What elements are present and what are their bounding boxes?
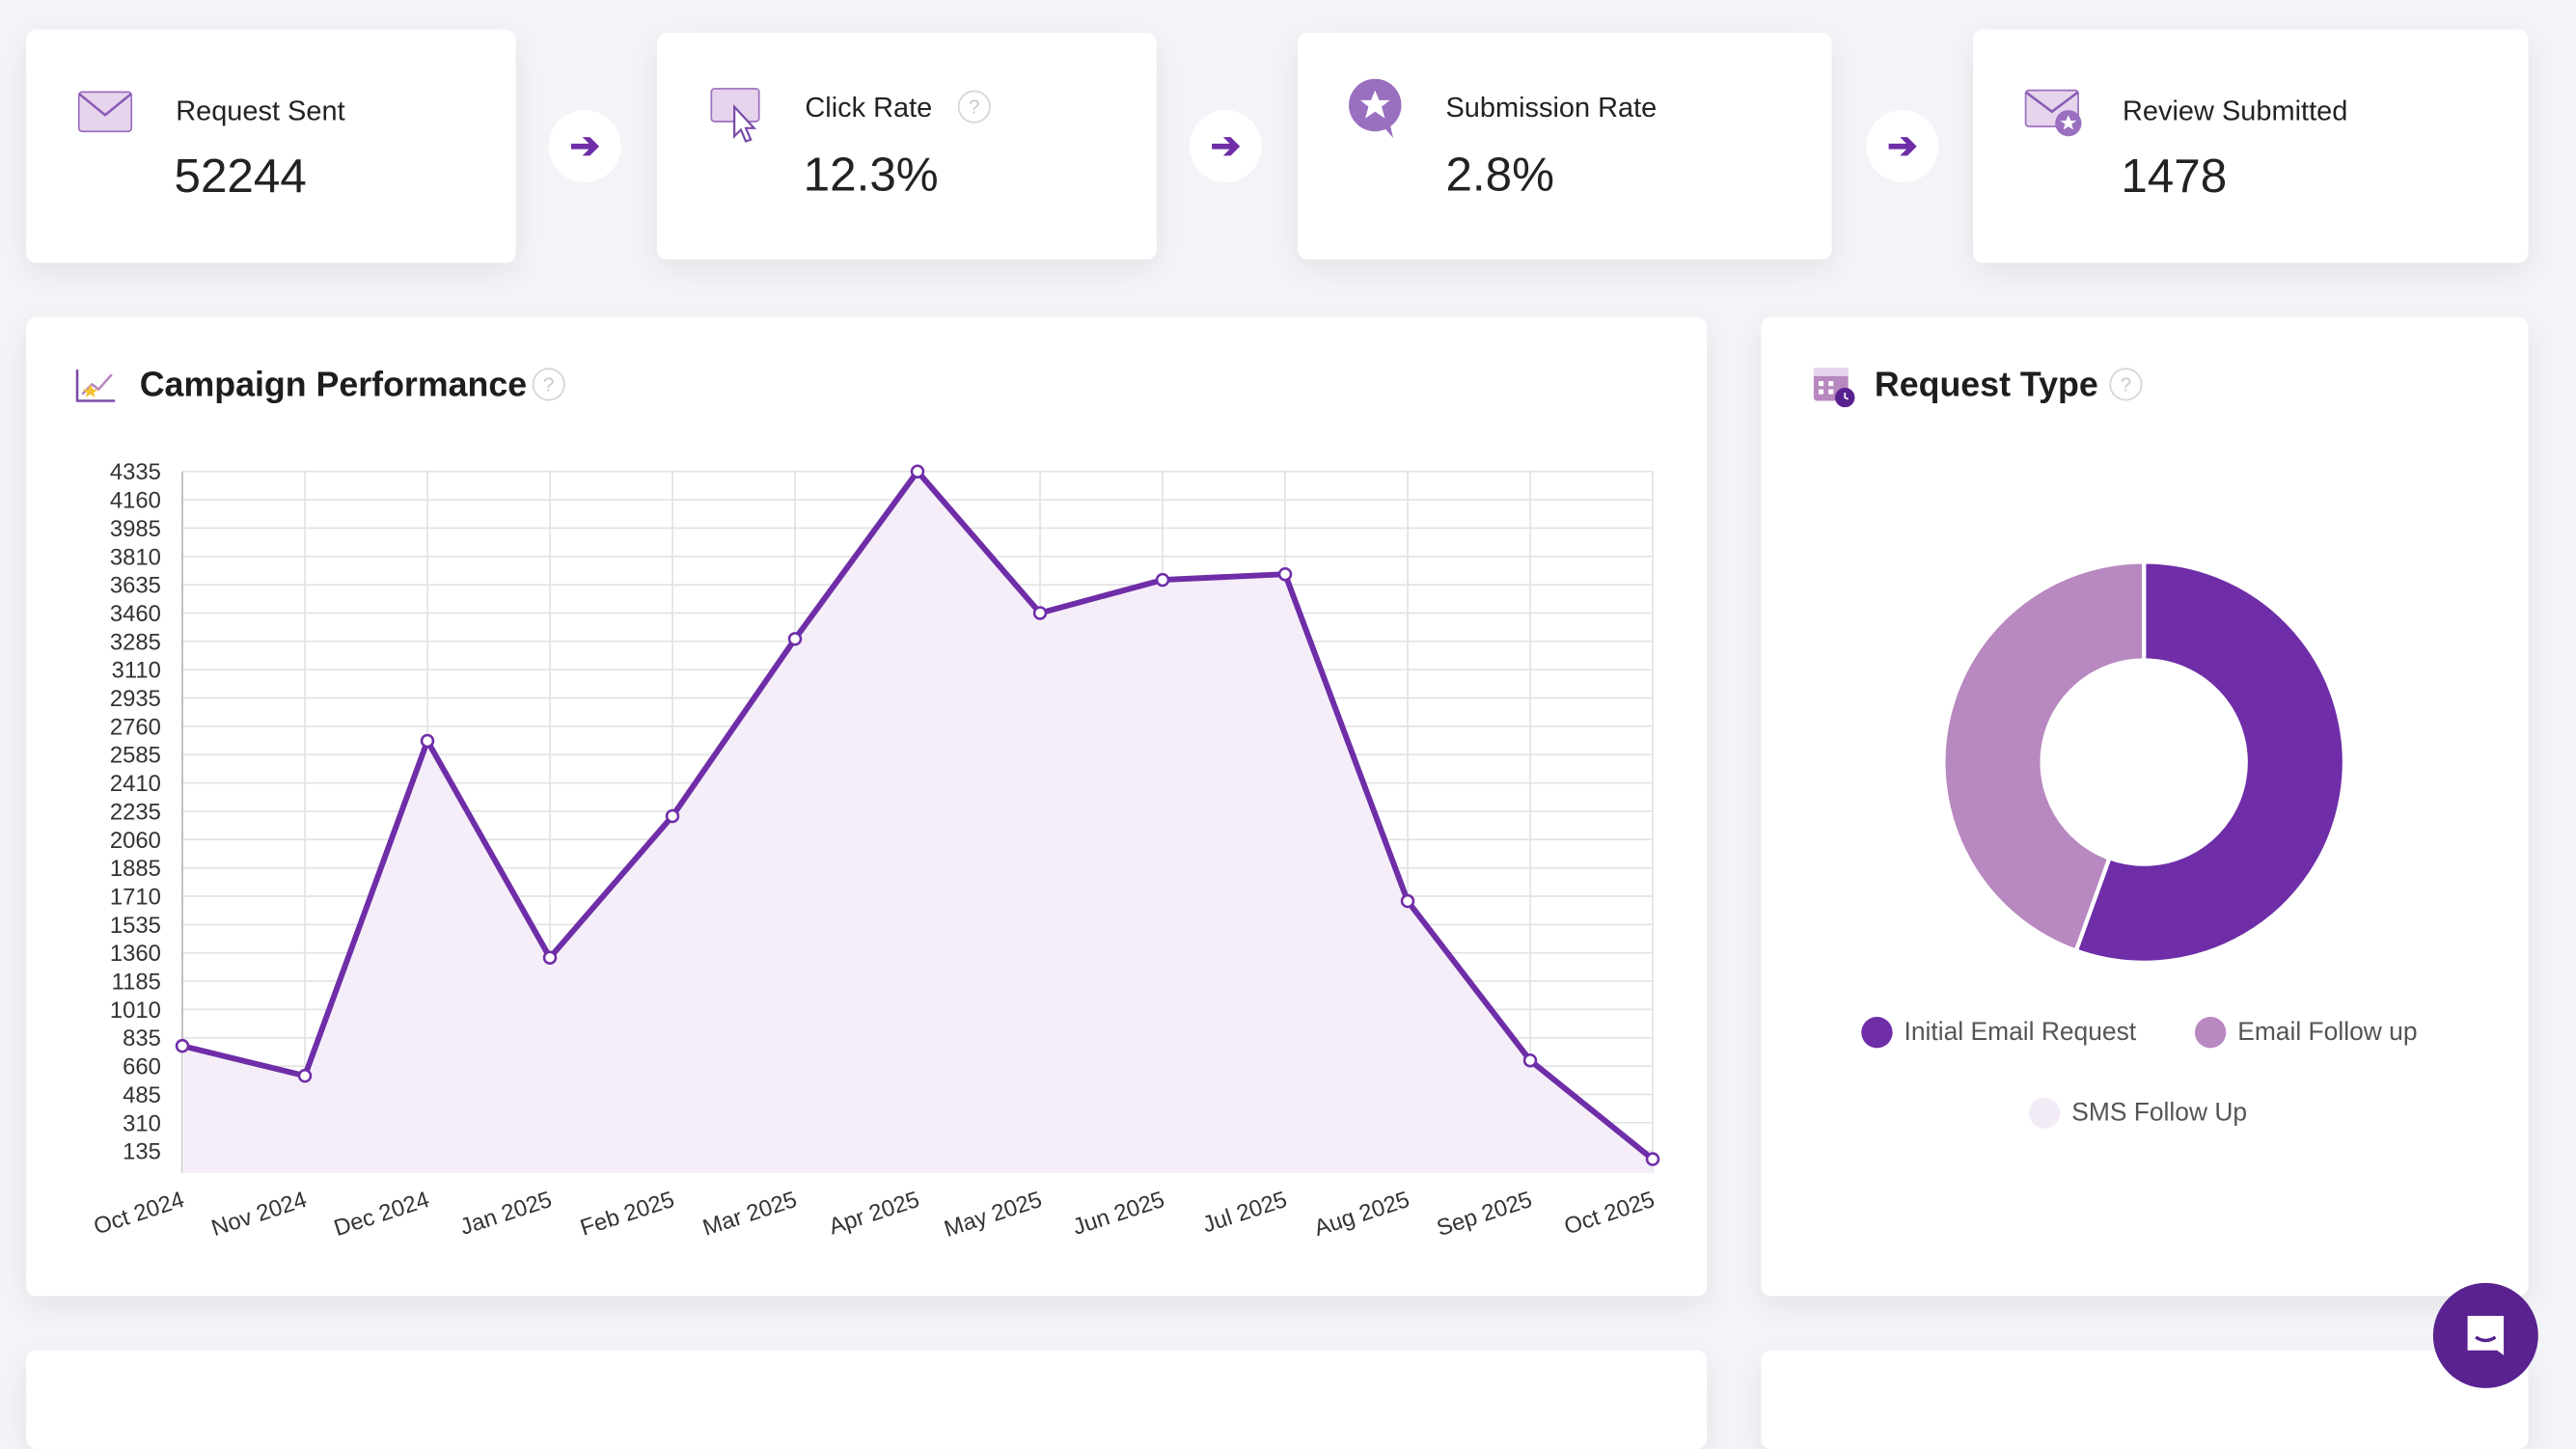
y-tick-label: 3635 bbox=[110, 573, 161, 599]
kpi-label: Click Rate bbox=[805, 92, 933, 123]
y-tick-label: 2060 bbox=[110, 828, 161, 854]
data-point bbox=[175, 1038, 190, 1053]
legend-label: Initial Email Request bbox=[1904, 1017, 2137, 1046]
y-tick-label: 1360 bbox=[110, 941, 161, 967]
y-tick-label: 1185 bbox=[112, 970, 161, 996]
data-point bbox=[1645, 1152, 1660, 1166]
y-tick-label: 1710 bbox=[110, 885, 161, 911]
panel-title: Request Type bbox=[1874, 366, 2098, 404]
x-tick-label: Mar 2025 bbox=[699, 1187, 800, 1242]
y-tick-label: 1535 bbox=[110, 913, 161, 939]
kpi-card-click-rate: Click Rate ? 12.3% bbox=[657, 33, 1157, 260]
help-icon[interactable]: ? bbox=[532, 368, 565, 401]
bottom-panel-right bbox=[1761, 1350, 2529, 1449]
request-type-panel: Request Type ? Initial Email Request Ema… bbox=[1761, 316, 2529, 1297]
y-tick-label: 3285 bbox=[110, 629, 161, 655]
help-icon[interactable]: ? bbox=[957, 90, 991, 123]
data-point bbox=[1277, 566, 1293, 582]
kpi-value: 2.8% bbox=[1445, 149, 1555, 203]
chat-icon bbox=[2467, 1315, 2505, 1355]
arrow-icon: ➔ bbox=[548, 110, 621, 183]
donut-slice bbox=[1941, 560, 2147, 954]
kpi-label: Review Submitted bbox=[2123, 95, 2348, 127]
data-point bbox=[787, 632, 803, 646]
kpi-card-submission-rate: Submission Rate 2.8% bbox=[1298, 33, 1832, 260]
kpi-value: 52244 bbox=[174, 150, 307, 205]
y-tick-label: 3985 bbox=[110, 516, 161, 542]
y-tick-label: 4335 bbox=[110, 459, 161, 485]
data-point bbox=[1400, 893, 1415, 909]
donut-chart bbox=[1941, 560, 2346, 965]
donut-slice bbox=[2073, 560, 2346, 965]
x-tick-label: Jul 2025 bbox=[1199, 1187, 1290, 1239]
y-tick-label: 1885 bbox=[110, 856, 161, 882]
legend-label: SMS Follow Up bbox=[2071, 1098, 2248, 1127]
envelope-icon bbox=[77, 91, 133, 133]
y-tick-label: 835 bbox=[123, 1025, 161, 1052]
x-tick-label: Dec 2024 bbox=[331, 1187, 432, 1242]
y-tick-label: 2760 bbox=[110, 714, 161, 740]
envelope-star-icon bbox=[2024, 89, 2082, 137]
help-icon[interactable]: ? bbox=[2109, 368, 2143, 401]
y-tick-label: 2410 bbox=[110, 771, 161, 797]
y-tick-label: 2235 bbox=[110, 799, 161, 825]
kpi-value: 12.3% bbox=[803, 149, 939, 203]
x-tick-label: Jun 2025 bbox=[1070, 1187, 1168, 1241]
kpi-card-request-sent: Request Sent 52244 bbox=[26, 29, 516, 263]
y-tick-label: 310 bbox=[123, 1110, 161, 1136]
y-tick-label: 485 bbox=[123, 1082, 161, 1108]
legend-item-sms-follow-up[interactable]: SMS Follow Up bbox=[2028, 1097, 2248, 1129]
data-point bbox=[1155, 572, 1170, 588]
legend-item-email-follow-up[interactable]: Email Follow up bbox=[2194, 1017, 2418, 1049]
arrow-icon: ➔ bbox=[1189, 110, 1262, 183]
legend-label: Email Follow up bbox=[2237, 1017, 2418, 1046]
x-tick-label: May 2025 bbox=[941, 1187, 1045, 1243]
y-tick-label: 3110 bbox=[112, 658, 161, 684]
y-tick-label: 660 bbox=[123, 1054, 161, 1080]
panel-title: Campaign Performance bbox=[139, 366, 528, 404]
kpi-label: Submission Rate bbox=[1445, 92, 1658, 123]
calendar-clock-icon bbox=[1813, 368, 1855, 408]
data-point bbox=[665, 808, 680, 824]
legend-swatch bbox=[2028, 1097, 2061, 1129]
kpi-label: Request Sent bbox=[176, 95, 345, 127]
click-cursor-icon bbox=[710, 88, 760, 143]
legend-item-initial-email[interactable]: Initial Email Request bbox=[1861, 1017, 2137, 1049]
x-tick-label: Oct 2025 bbox=[1561, 1187, 1658, 1241]
arrow-icon: ➔ bbox=[1866, 110, 1939, 183]
x-tick-label: Nov 2024 bbox=[208, 1187, 310, 1242]
star-chat-icon bbox=[1348, 78, 1402, 139]
x-tick-label: Oct 2024 bbox=[91, 1187, 187, 1241]
chart-growth-icon bbox=[75, 369, 116, 402]
x-tick-label: Aug 2025 bbox=[1311, 1187, 1412, 1242]
kpi-value: 1478 bbox=[2121, 150, 2228, 205]
data-point bbox=[1032, 606, 1048, 620]
y-tick-label: 3810 bbox=[110, 544, 161, 570]
y-tick-label: 1010 bbox=[110, 998, 161, 1024]
y-tick-label: 2935 bbox=[110, 686, 161, 712]
y-tick-label: 3460 bbox=[110, 601, 161, 627]
y-tick-label: 4160 bbox=[110, 488, 161, 514]
data-point bbox=[1522, 1053, 1538, 1068]
legend-swatch bbox=[1861, 1017, 1893, 1049]
data-point bbox=[910, 464, 925, 478]
data-point bbox=[542, 950, 558, 965]
data-point bbox=[297, 1068, 313, 1083]
bottom-panel-left bbox=[26, 1350, 1708, 1449]
chat-button[interactable] bbox=[2432, 1282, 2538, 1388]
x-tick-label: Feb 2025 bbox=[577, 1187, 677, 1242]
x-tick-label: Jan 2025 bbox=[457, 1187, 556, 1241]
x-tick-label: Sep 2025 bbox=[1434, 1187, 1535, 1242]
legend-swatch bbox=[2194, 1017, 2227, 1049]
y-tick-label: 2585 bbox=[110, 743, 161, 769]
area-fill bbox=[182, 471, 1654, 1173]
kpi-card-review-submitted: Review Submitted 1478 bbox=[1973, 29, 2529, 263]
data-point bbox=[420, 733, 435, 749]
x-tick-label: Apr 2025 bbox=[826, 1187, 922, 1241]
y-tick-label: 135 bbox=[123, 1139, 161, 1165]
